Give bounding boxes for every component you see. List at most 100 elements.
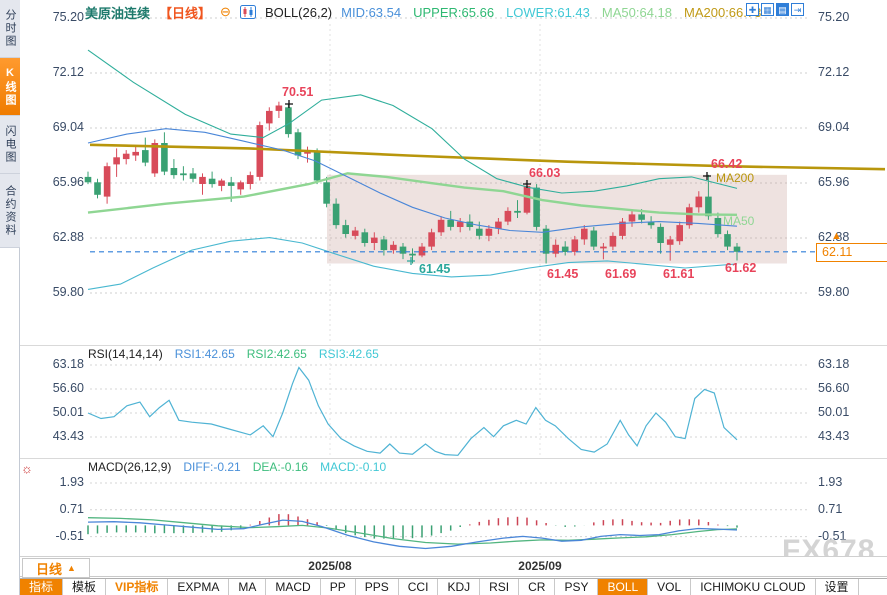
indicator-value: LOWER:61.43 — [506, 4, 590, 20]
axis-tick-left: 0.71 — [59, 502, 84, 516]
indicator-flag-icon[interactable]: ☼ — [21, 461, 33, 476]
pane-separator — [20, 345, 887, 346]
chart-price-label: MA200 — [716, 171, 755, 185]
macd-indicator-name[interactable]: MACD(26,12,9) — [88, 460, 172, 474]
axis-tick-right: 43.43 — [818, 429, 850, 443]
pane-separator — [20, 458, 887, 459]
toolbar-tab-vip指标[interactable]: VIP指标 — [106, 579, 169, 595]
axis-tick-left: 59.80 — [52, 285, 84, 299]
axis-tick-left: -0.51 — [55, 529, 85, 543]
indicator-value: MA50:64.18 — [601, 4, 672, 20]
rsi-value: RSI2:42.65 — [246, 347, 307, 361]
price-up-arrow-icon: ▲ — [831, 230, 842, 242]
toolbar-tab-kdj[interactable]: KDJ — [438, 579, 481, 595]
axis-tick-right: 63.18 — [818, 357, 850, 371]
collapse-indicator-icon[interactable]: ⊖ — [220, 4, 231, 19]
chart-price-label: MA50 — [723, 214, 755, 228]
period-label: 日线 — [36, 561, 63, 577]
toolbar-tab-ma[interactable]: MA — [229, 579, 267, 595]
toolbar-tab-cci[interactable]: CCI — [399, 579, 439, 595]
period-tag[interactable]: 【日线】 — [159, 5, 212, 21]
indicator-value: UPPER:65.66 — [413, 4, 495, 20]
right-axis-chart-icon[interactable]: ▤ — [776, 3, 789, 16]
chart-price-label: 66.42 — [711, 157, 743, 171]
axis-tick-left: 63.18 — [52, 357, 84, 371]
chart-price-label: 61.45 — [419, 262, 451, 276]
axis-tick-right: 56.60 — [818, 381, 850, 395]
chart-price-label: 70.51 — [282, 85, 314, 99]
xaxis-row: 日线 ▲ 2025/08 2025/09 — [20, 556, 887, 578]
symbol-name[interactable]: 美原油连续 — [85, 5, 151, 21]
macd-pane-canvas[interactable] — [0, 458, 887, 556]
toolbar-tab-boll[interactable]: BOLL — [598, 579, 649, 595]
rsi-pane-canvas[interactable] — [0, 345, 887, 458]
kline-icon — [239, 5, 256, 19]
axis-tick-right: 75.20 — [818, 10, 850, 24]
left-sidebar: 分时图 K线图 闪电图 合约资料 — [0, 0, 20, 595]
axis-tick-left: 72.12 — [52, 65, 84, 79]
axis-tick-left: 56.60 — [52, 381, 84, 395]
crosshair-icon[interactable]: ✚ — [746, 3, 759, 16]
axis-tick-left: 1.93 — [59, 475, 84, 489]
chart-price-label: 61.62 — [725, 261, 757, 275]
toolbar-tab-模板[interactable]: 模板 — [63, 579, 107, 595]
axis-tick-left: 65.96 — [52, 175, 84, 189]
axis-tick-right: 72.12 — [818, 65, 850, 79]
axis-tick-right: 50.01 — [818, 405, 850, 419]
toolbar-tab-cr[interactable]: CR — [519, 579, 556, 595]
chart-info-bar: 美原油连续 【日线】 ⊖ BOLL(26,2) MID:63.54 UPPER:6… — [85, 3, 761, 21]
axis-tick-right: 59.80 — [818, 285, 850, 299]
chart-toolbar-icons: ✚ ▦ ▤ ⇥ — [746, 3, 804, 16]
macd-value: MACD:-0.10 — [320, 460, 387, 474]
axis-tick-right: 62.88 — [818, 230, 850, 244]
indicator-value: MID:63.54 — [341, 4, 402, 20]
toolbar-tab-pps[interactable]: PPS — [356, 579, 399, 595]
period-selector[interactable]: 日线 ▲ — [22, 558, 90, 578]
chart-price-label: 61.69 — [605, 267, 637, 281]
axis-tick-left: 75.20 — [52, 10, 84, 24]
sidebar-tab-4[interactable]: 合约资料 — [0, 174, 20, 248]
toolbar-tab-指标[interactable]: 指标 — [20, 579, 64, 595]
axis-tick-left: 62.88 — [52, 230, 84, 244]
rsi-value: RSI1:42.65 — [174, 347, 235, 361]
macd-header: MACD(26,12,9) DIFF:-0.21 DEA:-0.16 MACD:-0… — [88, 460, 386, 474]
sidebar-tab-1[interactable]: 分时图 — [0, 0, 20, 58]
axis-tick-right: 1.93 — [818, 475, 843, 489]
axis-tick-right: -0.51 — [818, 529, 847, 543]
xaxis-date-label: 2025/09 — [518, 559, 562, 573]
toolbar-tab-psy[interactable]: PSY — [555, 579, 599, 595]
macd-value: DEA:-0.16 — [252, 460, 309, 474]
toolbar-tab-ichimoku-cloud[interactable]: ICHIMOKU CLOUD — [691, 579, 816, 595]
toolbar-tab-设置[interactable]: 设置 — [816, 579, 859, 595]
main-chart-canvas[interactable] — [0, 0, 887, 345]
rsi-indicator-name[interactable]: RSI(14,14,14) — [88, 347, 163, 361]
toolbar-tab-vol[interactable]: VOL — [648, 579, 692, 595]
axis-tick-left: 69.04 — [52, 120, 84, 134]
bottom-toolbar: 指标 模板 VIP指标 EXPMA MA MACD PP PPS CCI KDJ RSI CR PSY B… — [20, 578, 887, 595]
indicator-value: MA200:66.73 — [684, 4, 762, 20]
toolbar-tab-pp[interactable]: PP — [321, 579, 356, 595]
chart-price-label: 66.03 — [529, 166, 561, 180]
axis-tick-right: 65.96 — [818, 175, 850, 189]
xaxis-date-label: 2025/08 — [308, 559, 352, 573]
rsi-header: RSI(14,14,14) RSI1:42.65 RSI2:42.65 RSI3:4… — [88, 347, 379, 361]
current-price-box: 62.11 — [816, 243, 887, 262]
toolbar-tab-expma[interactable]: EXPMA — [168, 579, 230, 595]
triangle-up-icon: ▲ — [67, 563, 76, 573]
indicator-values: MID:63.54 UPPER:65.66 LOWER:61.43 MA50:64.1… — [341, 5, 761, 20]
axis-tick-left: 50.01 — [52, 405, 84, 419]
rsi-value: RSI3:42.65 — [318, 347, 379, 361]
sidebar-tab-3[interactable]: 闪电图 — [0, 116, 20, 174]
toolbar-tab-macd[interactable]: MACD — [266, 579, 321, 595]
indicator-name[interactable]: BOLL(26,2) — [264, 4, 333, 20]
collapse-panel-icon[interactable]: ⇥ — [791, 3, 804, 16]
axis-tick-left: 43.43 — [52, 429, 84, 443]
chart-price-label: 61.45 — [547, 267, 579, 281]
axis-tick-right: 0.71 — [818, 502, 843, 516]
macd-value: DIFF:-0.21 — [183, 460, 241, 474]
sidebar-tab-2[interactable]: K线图 — [0, 58, 20, 116]
toolbar-tab-rsi[interactable]: RSI — [480, 579, 520, 595]
axis-tick-right: 69.04 — [818, 120, 850, 134]
left-axis-chart-icon[interactable]: ▦ — [761, 3, 774, 16]
